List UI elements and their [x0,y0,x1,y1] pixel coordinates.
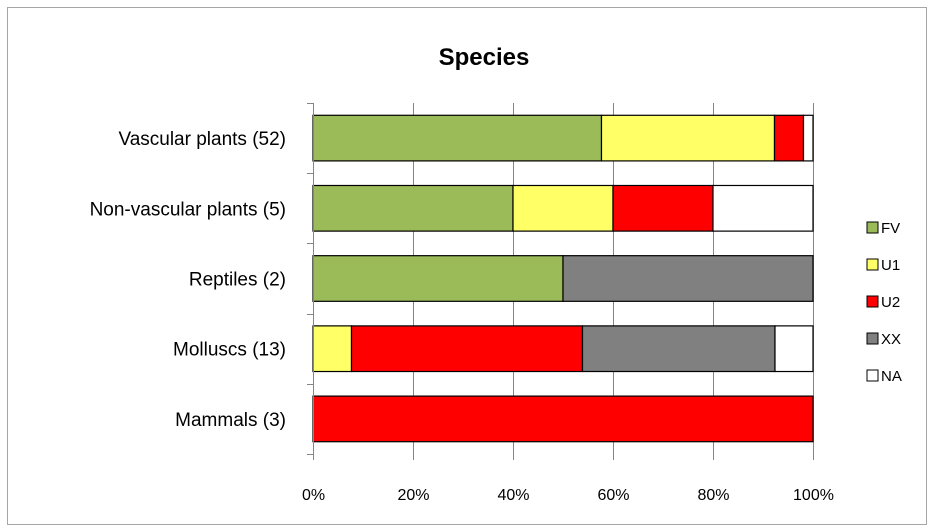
category-label: Vascular plants (52) [118,129,286,150]
chart-title: Species [439,44,530,71]
bar-segment-u1 [600,114,776,162]
x-tick-label: 20% [397,487,429,504]
bars [312,114,814,443]
category-label: Mammals (3) [175,410,286,431]
legend-label: XX [881,331,901,348]
bar-segment-fv [312,255,564,302]
legend-label: FV [881,220,900,237]
bar-segment-na [774,325,814,373]
bar-segment-u1 [512,184,614,232]
x-tick-label: 60% [597,487,629,504]
bar-segment-fv [312,114,603,162]
legend-label: U1 [881,257,900,274]
legend-swatch-xx [866,332,879,345]
bar-segment-xx [581,325,776,373]
x-tick-label: 100% [793,487,834,504]
legend-label: U2 [881,294,900,311]
legend-swatch-fv [866,221,879,234]
legend: FV U1 U2 XX NA [866,220,902,385]
x-tick-label: 80% [697,487,729,504]
bar-segment-u2 [312,395,814,443]
bar-segment-u1 [312,325,353,373]
legend-swatch-na [866,369,879,382]
bar-segment-fv [312,184,514,232]
bar-segment-u2 [350,325,584,373]
category-label: Non-vascular plants (5) [90,199,286,220]
x-tick-label: 0% [302,487,325,504]
category-label: Reptiles (2) [189,270,286,291]
x-tick-label: 40% [497,487,529,504]
legend-swatch-u2 [866,295,879,308]
legend-label: NA [881,368,902,385]
legend-swatch-u1 [866,258,879,271]
bar-segment-xx [562,255,814,302]
bar-segment-u2 [612,184,714,232]
category-label: Molluscs (13) [173,340,286,361]
bar-segment-u2 [773,114,805,162]
bar-segment-na [802,114,814,162]
bar-segment-na [712,184,814,232]
axes: 0% 20% 40% 60% 80% 100% Vascular plants (52) No… [90,103,834,504]
